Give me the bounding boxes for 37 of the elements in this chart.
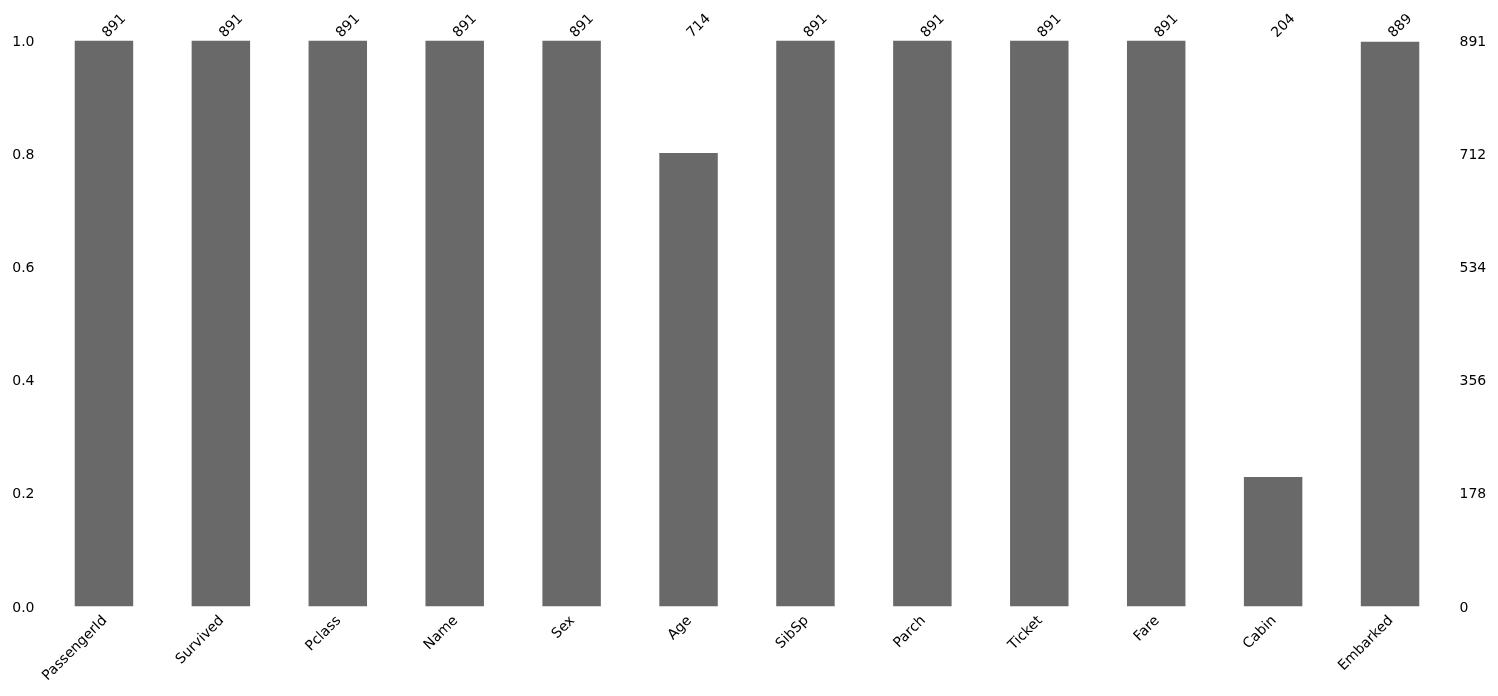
y2-tick-label: 891 [1459, 32, 1487, 49]
bar [1126, 40, 1186, 607]
y2-tick-label: 712 [1459, 146, 1487, 163]
text: 714 [682, 9, 714, 41]
bar [1243, 476, 1303, 607]
bar [191, 40, 251, 607]
y2-tick-label: 0 [1459, 598, 1469, 615]
text: 891 [449, 9, 480, 41]
text: 891 [215, 9, 246, 41]
bar [1360, 41, 1420, 607]
text: 889 [1384, 9, 1415, 41]
bar [893, 40, 952, 607]
bar [308, 40, 368, 607]
bar [1010, 40, 1069, 607]
x-tick-label: Age [663, 611, 695, 643]
text: 891 [332, 9, 363, 41]
y2-tick-label: 356 [1459, 372, 1487, 389]
text: 891 [916, 9, 947, 41]
text: 891 [799, 9, 831, 41]
bar [542, 40, 601, 607]
bar [776, 40, 835, 607]
bar [425, 40, 484, 607]
y-tick-label: 0.8 [12, 145, 35, 162]
y-tick-label: 0.0 [12, 598, 35, 615]
text: 891 [1033, 9, 1064, 41]
text: 891 [98, 9, 129, 41]
text: 891 [1150, 9, 1181, 41]
bar [659, 152, 718, 607]
text: 891 [565, 9, 597, 41]
x-tick-label: Sex [547, 611, 578, 642]
y-tick-label: 0.4 [12, 372, 35, 389]
y-tick-label: 1.0 [12, 32, 35, 49]
y-tick-label: 0.6 [12, 258, 35, 275]
y2-tick-label: 534 [1459, 259, 1487, 276]
bar [74, 40, 134, 607]
y2-tick-label: 178 [1459, 485, 1487, 502]
y-tick-label: 0.2 [12, 485, 35, 502]
